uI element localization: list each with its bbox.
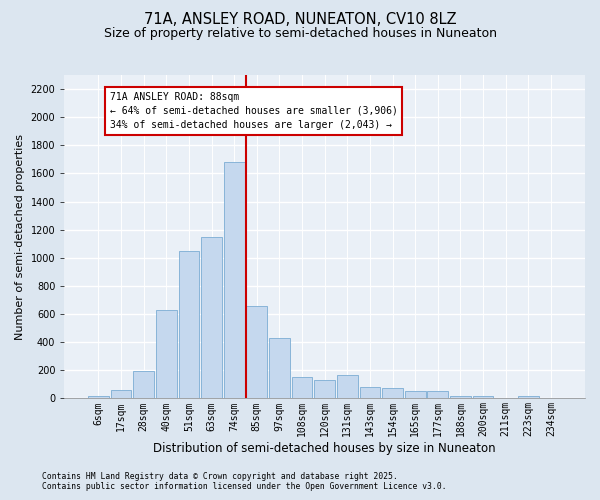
Bar [201,236,222,398]
Bar [405,390,425,398]
Bar [382,388,403,398]
Bar [156,310,176,398]
Bar [473,396,493,398]
Bar [88,396,109,398]
Bar [337,375,358,398]
Bar [450,396,471,398]
Text: Contains HM Land Registry data © Crown copyright and database right 2025.: Contains HM Land Registry data © Crown c… [42,472,398,481]
Text: 71A, ANSLEY ROAD, NUNEATON, CV10 8LZ: 71A, ANSLEY ROAD, NUNEATON, CV10 8LZ [143,12,457,28]
Bar [269,338,290,398]
Bar [314,380,335,398]
Bar [224,162,245,398]
Bar [133,371,154,398]
Bar [110,390,131,398]
Text: Contains public sector information licensed under the Open Government Licence v3: Contains public sector information licen… [42,482,446,491]
Bar [179,251,199,398]
Bar [292,376,313,398]
Bar [247,306,267,398]
Text: 71A ANSLEY ROAD: 88sqm
← 64% of semi-detached houses are smaller (3,906)
34% of : 71A ANSLEY ROAD: 88sqm ← 64% of semi-det… [110,92,398,130]
Text: Size of property relative to semi-detached houses in Nuneaton: Size of property relative to semi-detach… [104,28,497,40]
Bar [518,396,539,398]
X-axis label: Distribution of semi-detached houses by size in Nuneaton: Distribution of semi-detached houses by … [154,442,496,455]
Y-axis label: Number of semi-detached properties: Number of semi-detached properties [15,134,25,340]
Bar [427,390,448,398]
Bar [359,387,380,398]
